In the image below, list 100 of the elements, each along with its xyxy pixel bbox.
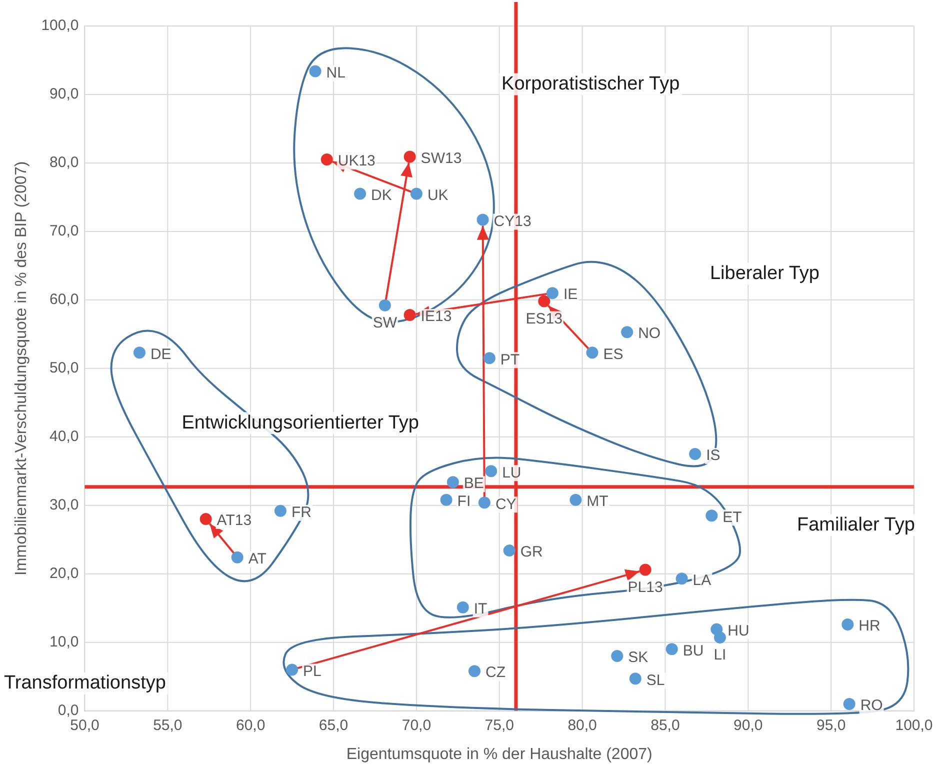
y-tick-label: 0,0 (58, 702, 79, 719)
point (404, 308, 416, 321)
point (842, 618, 854, 631)
point (446, 476, 459, 488)
data-label: HU (728, 622, 750, 640)
point (354, 188, 366, 200)
data-label: RO (860, 697, 883, 714)
point (689, 448, 702, 460)
data-label: IS (706, 447, 720, 464)
y-tick-label: 80,0 (50, 154, 79, 172)
x-tick-label: 75,0 (484, 716, 514, 734)
x-tick-label: 80,0 (568, 716, 597, 734)
point (611, 650, 624, 662)
point (621, 326, 634, 338)
data-label: CY (495, 496, 516, 513)
y-tick-label: 30,0 (50, 496, 79, 514)
data-label: ES13 (526, 310, 563, 328)
point (200, 513, 212, 526)
data-label: NL (326, 64, 346, 82)
annotation: Transformationstyp (4, 672, 166, 694)
point (410, 188, 422, 200)
x-tick-label: 50,0 (70, 716, 100, 734)
point (538, 295, 550, 308)
point (440, 494, 452, 506)
y-tick-label: 100,0 (41, 17, 79, 34)
data-label: PL (303, 662, 322, 680)
data-label: IT (474, 600, 488, 618)
data-label: FR (291, 504, 312, 521)
point (231, 551, 244, 564)
point (843, 698, 856, 710)
data-label: SL (646, 672, 665, 689)
data-label: NO (638, 325, 661, 342)
point (478, 496, 490, 509)
y-tick-label: 20,0 (50, 564, 79, 582)
x-tick-label: 55,0 (153, 716, 182, 734)
point (503, 544, 516, 557)
point (404, 150, 416, 163)
data-label: DE (150, 346, 172, 363)
point (714, 632, 726, 644)
data-label: UK (427, 186, 448, 204)
x-axis-title: Eigentumsquote in % der Haushalte (2007) (346, 746, 652, 763)
point (570, 494, 582, 506)
data-label: IE13 (420, 308, 452, 326)
point (133, 346, 146, 359)
data-label: BE (464, 475, 484, 492)
data-label: ET (722, 508, 742, 526)
data-label: HR (858, 618, 880, 635)
data-label: SK (628, 649, 648, 666)
y-tick-label: 70,0 (50, 222, 79, 240)
data-label: AT (248, 550, 266, 568)
data-label: IE (563, 286, 578, 304)
point (309, 65, 322, 78)
y-tick-label: 60,0 (50, 291, 79, 308)
data-label: SW13 (420, 150, 462, 167)
x-tick-label: 65,0 (318, 716, 348, 734)
x-tick-label: 95,0 (816, 716, 846, 734)
y-tick-label: 90,0 (50, 86, 79, 103)
data-label: ES (603, 346, 624, 363)
point (485, 465, 498, 478)
point (586, 346, 598, 359)
y-tick-label: 40,0 (50, 428, 79, 446)
point (629, 672, 642, 685)
annotation: Liberaler Typ (710, 263, 820, 284)
data-label: MT (586, 493, 608, 510)
data-label: LA (692, 572, 712, 589)
point (286, 664, 298, 676)
point (483, 352, 496, 364)
annotation: Entwicklungsorientierter Typ (182, 412, 419, 434)
x-tick-label: 70,0 (402, 716, 432, 734)
data-label: DK (371, 186, 392, 204)
data-label: GR (520, 544, 543, 561)
point (378, 299, 391, 312)
point (274, 504, 286, 517)
data-label: PL13 (628, 578, 663, 596)
data-label: LI (714, 646, 726, 664)
data-label: FI (457, 493, 471, 510)
data-label: LU (502, 464, 522, 482)
data-label: AT13 (216, 512, 252, 530)
point (666, 643, 678, 656)
annotation: Korporatistischer Typ (502, 73, 680, 94)
y-axis-title: Immobilienmarkt-Verschuldungsquote in % des BIP (2007) (13, 161, 30, 576)
data-label: PT (500, 351, 520, 368)
point (468, 665, 480, 678)
point (456, 601, 469, 614)
data-label: BU (682, 642, 704, 660)
data-label: CZ (485, 664, 506, 682)
point (639, 564, 652, 576)
point (706, 510, 718, 522)
annotation: Familialer Typ (797, 514, 915, 536)
y-tick-label: 50,0 (50, 360, 79, 377)
point (320, 154, 333, 166)
point (546, 287, 558, 300)
point (676, 572, 688, 585)
y-tick-label: 10,0 (50, 633, 79, 650)
x-tick-label: 90,0 (734, 716, 763, 734)
x-tick-label: 85,0 (650, 716, 680, 734)
data-label: UK13 (338, 152, 376, 170)
x-tick-label: 60,0 (236, 716, 266, 734)
x-tick-label: 100,0 (895, 716, 933, 734)
data-label: SW (372, 314, 398, 332)
